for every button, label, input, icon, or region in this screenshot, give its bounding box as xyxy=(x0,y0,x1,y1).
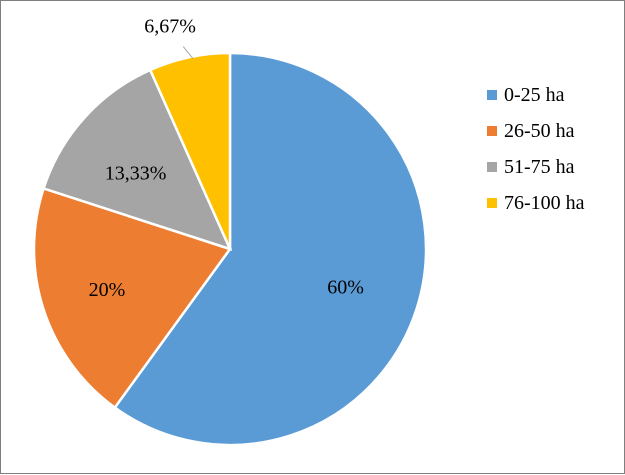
legend-swatch-0-25-ha xyxy=(487,90,497,100)
legend-item-0-25-ha: 0-25 ha xyxy=(487,77,585,113)
legend-label-0-25-ha: 0-25 ha xyxy=(504,83,565,106)
data-label-26-50-ha: 20% xyxy=(89,279,126,301)
pie-slice-76-100-ha xyxy=(148,51,232,250)
legend: 0-25 ha 26-50 ha 51-75 ha 76-100 ha xyxy=(487,77,585,221)
legend-swatch-26-50-ha xyxy=(487,126,497,136)
legend-item-76-100-ha: 76-100 ha xyxy=(487,185,585,221)
legend-label-76-100-ha: 76-100 ha xyxy=(504,191,585,214)
pie-slice-26-50-ha xyxy=(32,186,233,410)
leader-line-76-100-ha xyxy=(182,46,194,59)
data-label-76-100-ha: 6,67% xyxy=(144,16,196,38)
legend-item-51-75-ha: 51-75 ha xyxy=(487,149,585,185)
legend-swatch-51-75-ha xyxy=(487,162,497,172)
pie-slice-0-25-ha xyxy=(113,51,428,447)
data-label-51-75-ha: 13,33% xyxy=(105,163,167,185)
legend-item-26-50-ha: 26-50 ha xyxy=(487,113,585,149)
pie-slice-51-75-ha xyxy=(42,68,233,252)
legend-label-51-75-ha: 51-75 ha xyxy=(504,155,575,178)
data-label-0-25-ha: 60% xyxy=(327,277,364,299)
legend-label-26-50-ha: 26-50 ha xyxy=(504,119,575,142)
legend-swatch-76-100-ha xyxy=(487,198,497,208)
